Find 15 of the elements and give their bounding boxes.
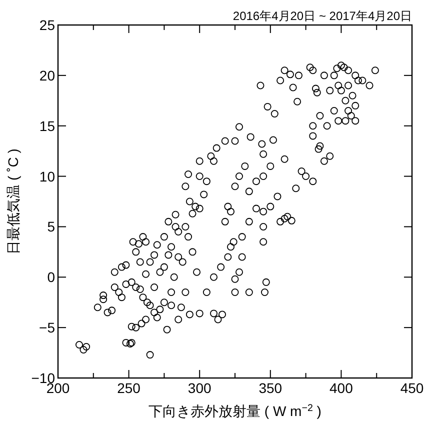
y-tick-label: 20 — [39, 67, 56, 84]
y-tick-label: 5 — [47, 218, 56, 235]
y-axis-title: 日最低気温 ( ˚C ) — [5, 148, 21, 254]
y-tick-label: −5 — [39, 320, 56, 336]
x-tick-label: 400 — [330, 380, 354, 396]
chart-title: 2016年4月20日 ~ 2017年4月20日 — [232, 9, 412, 23]
y-tick-label: 15 — [39, 118, 56, 134]
y-tick-label: 0 — [47, 269, 56, 286]
x-axis-title: 下向き赤外放射量 ( W m$^{−2}$ ) — [148, 402, 322, 419]
x-tick-label: 250 — [117, 380, 141, 396]
x-tick-label: 300 — [188, 380, 212, 396]
x-tick-label: 450 — [400, 380, 424, 396]
x-tick-label: 350 — [258, 380, 282, 396]
y-tick-label: 10 — [39, 168, 56, 184]
y-tick-label: 25 — [39, 17, 56, 33]
